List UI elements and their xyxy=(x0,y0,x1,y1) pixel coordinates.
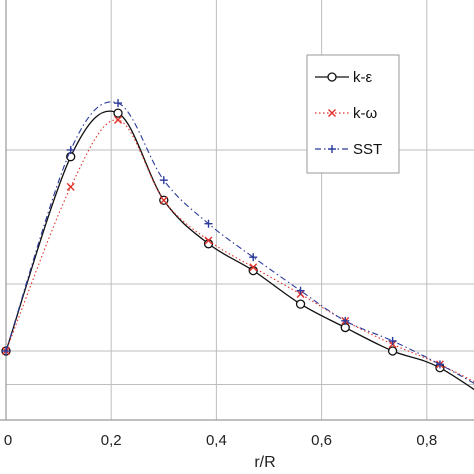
legend-marker xyxy=(327,72,337,82)
data-point xyxy=(204,219,213,228)
data-point xyxy=(296,286,305,295)
data-point xyxy=(341,316,350,325)
data-point xyxy=(114,99,123,108)
data-point xyxy=(159,176,168,185)
series-0 xyxy=(1,108,474,391)
legend-item: k-ε xyxy=(315,69,372,86)
series-line xyxy=(5,119,474,383)
legend-label: k-ε xyxy=(353,69,372,86)
data-point xyxy=(66,146,75,154)
series-line xyxy=(5,110,474,391)
legend-marker xyxy=(328,109,336,117)
series-2 xyxy=(2,99,474,384)
x-tick-label: 0 xyxy=(4,432,12,449)
x-tick-labels: 0 0,2 0,4 0,6 0,8 xyxy=(4,432,437,449)
x-tick-label: 0,4 xyxy=(206,432,227,449)
data-point xyxy=(204,236,213,245)
legend-marker xyxy=(328,145,336,153)
x-tick-label: 0,8 xyxy=(416,432,437,449)
legend: k-ε k-ω SST xyxy=(306,54,400,174)
data-point xyxy=(2,347,10,355)
legend-label: k-ω xyxy=(353,105,377,122)
data-point xyxy=(159,196,168,205)
legend-item: SST xyxy=(315,141,382,158)
series-layer xyxy=(1,99,474,391)
data-point xyxy=(113,108,123,118)
axes xyxy=(0,0,474,421)
data-point xyxy=(387,346,398,356)
data-point xyxy=(249,263,258,272)
x-tick-label: 0,6 xyxy=(311,432,332,449)
x-axis-label: r/R xyxy=(254,454,275,471)
data-point xyxy=(66,182,75,191)
data-point xyxy=(295,299,306,309)
data-point xyxy=(435,360,444,369)
data-point xyxy=(388,336,397,345)
data-point xyxy=(114,115,123,124)
series-line xyxy=(5,101,474,384)
data-point xyxy=(249,253,258,262)
legend-label: SST xyxy=(353,141,382,158)
legend-box xyxy=(306,54,400,174)
grid xyxy=(6,0,474,420)
legend-item: k-ω xyxy=(315,105,377,122)
x-tick-label: 0,2 xyxy=(101,432,122,449)
